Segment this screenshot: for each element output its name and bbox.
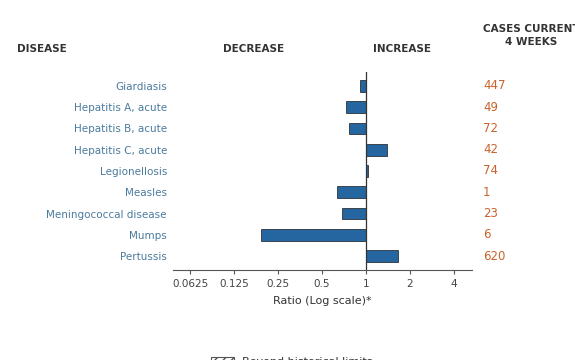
Bar <box>350 122 366 134</box>
Text: 6: 6 <box>483 228 490 241</box>
Legend: Beyond historical limits: Beyond historical limits <box>211 357 373 360</box>
Text: DECREASE: DECREASE <box>223 44 285 54</box>
Text: CASES CURRENT
4 WEEKS: CASES CURRENT 4 WEEKS <box>483 24 575 47</box>
Text: 23: 23 <box>483 207 498 220</box>
Bar <box>342 208 366 220</box>
Text: 49: 49 <box>483 101 498 114</box>
Text: INCREASE: INCREASE <box>373 44 431 54</box>
Bar <box>366 250 398 262</box>
Text: 72: 72 <box>483 122 498 135</box>
Bar <box>366 165 368 177</box>
Text: 42: 42 <box>483 143 498 156</box>
Text: 620: 620 <box>483 250 505 263</box>
Bar <box>260 229 366 241</box>
Text: 74: 74 <box>483 165 498 177</box>
X-axis label: Ratio (Log scale)*: Ratio (Log scale)* <box>273 296 371 306</box>
Text: 447: 447 <box>483 79 505 92</box>
Bar <box>366 144 388 156</box>
Text: 1: 1 <box>483 186 490 199</box>
Bar <box>360 80 366 92</box>
Text: DISEASE: DISEASE <box>17 44 67 54</box>
Bar <box>346 101 366 113</box>
Bar <box>336 186 366 198</box>
